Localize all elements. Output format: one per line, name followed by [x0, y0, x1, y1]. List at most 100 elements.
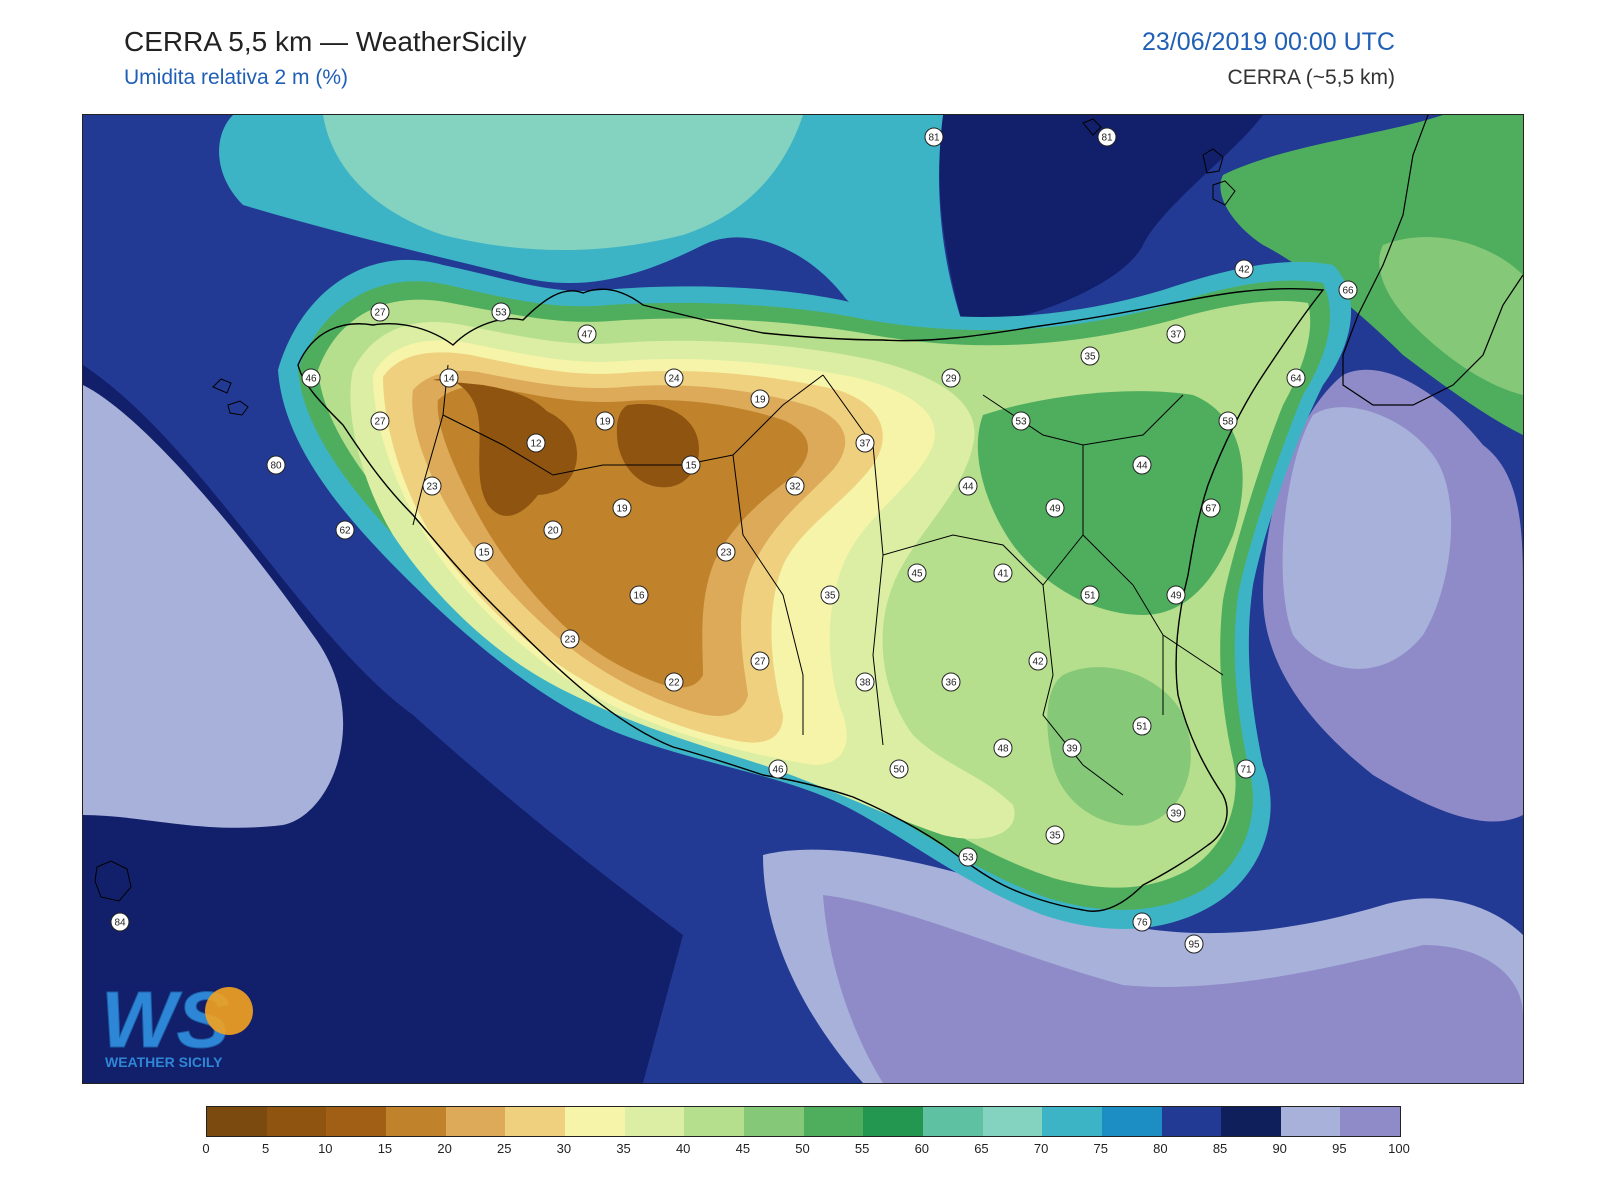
station-marker: 22: [664, 672, 684, 692]
station-value: 53: [962, 853, 974, 864]
station-value: 46: [772, 765, 784, 776]
station-marker: 58: [1218, 411, 1238, 431]
station-circle: [1166, 585, 1186, 605]
colorbar-tick-label: 0: [202, 1141, 210, 1156]
station-marker: 14: [439, 368, 459, 388]
station-value: 58: [1222, 417, 1234, 428]
station-value: 53: [1015, 417, 1027, 428]
logo-sun-icon: [205, 987, 253, 1035]
colorbar-cell: [266, 1107, 327, 1136]
station-circle: [750, 389, 770, 409]
station-value: 46: [305, 374, 317, 385]
station-circle: [1028, 651, 1048, 671]
station-marker: 37: [1166, 324, 1186, 344]
station-marker: 24: [664, 368, 684, 388]
station-value: 19: [599, 417, 611, 428]
station-circle: [820, 585, 840, 605]
station-circle: [958, 476, 978, 496]
station-marker: 42: [1028, 651, 1048, 671]
station-value: 51: [1084, 591, 1096, 602]
station-value: 22: [668, 678, 680, 689]
station-value: 95: [1188, 940, 1200, 951]
station-circle: [474, 542, 494, 562]
station-value: 44: [962, 482, 974, 493]
station-value: 27: [754, 657, 766, 668]
station-circle: [335, 520, 355, 540]
station-value: 23: [720, 548, 732, 559]
colorbar: [206, 1106, 1401, 1137]
colorbar-tick-label: 65: [974, 1141, 989, 1156]
station-circle: [266, 455, 286, 475]
station-circle: [560, 629, 580, 649]
station-circle: [301, 368, 321, 388]
station-marker: 27: [370, 302, 390, 322]
station-circle: [595, 411, 615, 431]
station-circle: [1286, 368, 1306, 388]
colorbar-tick-label: 55: [854, 1141, 870, 1156]
weathersicily-logo: WS WEATHER SICILY: [101, 975, 253, 1070]
station-circle: [958, 847, 978, 867]
station-circle: [612, 498, 632, 518]
station-value: 38: [859, 678, 871, 689]
land-green-east: [1047, 667, 1191, 826]
valid-datetime: 23/06/2019 00:00 UTC: [1142, 28, 1395, 56]
station-value: 37: [859, 439, 871, 450]
station-circle: [1097, 127, 1117, 147]
colorbar-cell: [1101, 1107, 1162, 1136]
station-circle: [681, 455, 701, 475]
colorbar-tick-label: 70: [1033, 1141, 1049, 1156]
colorbar-cell: [385, 1107, 446, 1136]
colorbar-tick-label: 75: [1093, 1141, 1108, 1156]
station-value: 27: [374, 308, 386, 319]
station-value: 12: [530, 439, 542, 450]
station-value: 62: [339, 526, 351, 537]
station-marker: 19: [595, 411, 615, 431]
station-value: 44: [1136, 461, 1148, 472]
station-circle: [1184, 934, 1204, 954]
station-circle: [1236, 759, 1256, 779]
station-value: 45: [911, 569, 923, 580]
station-circle: [855, 672, 875, 692]
model-label: CERRA (~5,5 km): [1227, 66, 1395, 89]
station-value: 20: [547, 526, 559, 537]
station-marker: 47: [577, 324, 597, 344]
station-value: 51: [1136, 722, 1148, 733]
colorbar-cell: [803, 1107, 864, 1136]
station-value: 47: [581, 330, 593, 341]
colorbar-cell: [982, 1107, 1043, 1136]
station-marker: 44: [1132, 455, 1152, 475]
station-circle: [526, 433, 546, 453]
station-circle: [370, 302, 390, 322]
pantelleria-island: [94, 860, 132, 902]
station-value: 66: [1342, 286, 1354, 297]
station-circle: [1080, 346, 1100, 366]
station-circle: [110, 912, 130, 932]
map-title: CERRA 5,5 km — WeatherSicily: [124, 26, 527, 57]
station-value: 15: [478, 548, 490, 559]
station-marker: 16: [629, 585, 649, 605]
station-marker: 62: [335, 520, 355, 540]
colorbar-tick-label: 40: [675, 1141, 691, 1156]
colorbar-tick-label: 60: [914, 1141, 930, 1156]
station-marker: 71: [1236, 759, 1256, 779]
station-value: 49: [1049, 504, 1061, 515]
station-marker: 39: [1062, 738, 1082, 758]
colorbar-tick-label: 35: [616, 1141, 631, 1156]
station-circle: [889, 759, 909, 779]
colorbar-tick-label: 30: [556, 1141, 572, 1156]
station-circle: [664, 368, 684, 388]
station-marker: 20: [543, 520, 563, 540]
colorbar-tick-label: 15: [377, 1141, 393, 1156]
station-marker: 19: [750, 389, 770, 409]
station-circle: [941, 368, 961, 388]
map-subtitle: Umidita relativa 2 m (%): [124, 66, 349, 89]
station-circle: [629, 585, 649, 605]
station-value: 29: [945, 374, 957, 385]
station-value: 39: [1170, 809, 1182, 820]
station-circle: [750, 651, 770, 671]
station-value: 35: [1049, 831, 1061, 842]
colorbar-cell: [445, 1107, 506, 1136]
colorbar-tick-label: 100: [1388, 1141, 1410, 1156]
station-value: 42: [1238, 265, 1250, 276]
land-darkbrown-east: [616, 404, 699, 488]
